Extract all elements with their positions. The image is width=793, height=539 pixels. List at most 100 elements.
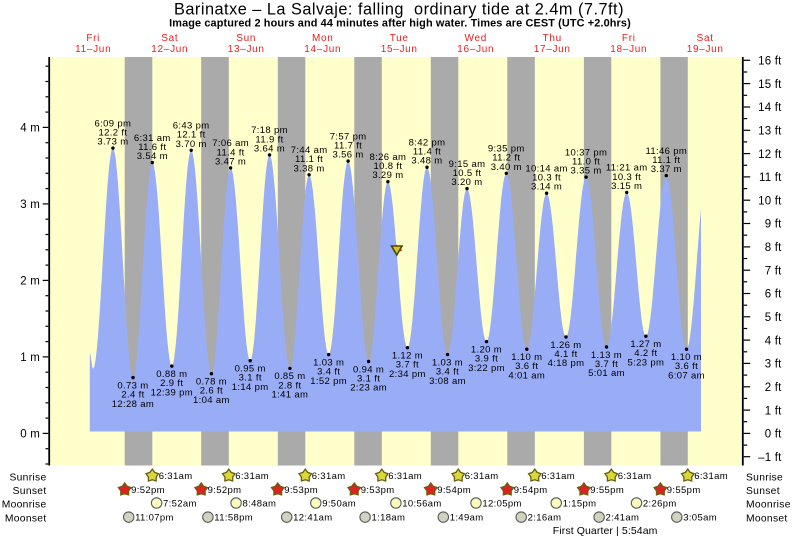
svg-text:13 ft: 13 ft (758, 126, 782, 138)
svg-text:19–Jun: 19–Jun (687, 44, 724, 55)
svg-text:1:52 pm: 1:52 pm (310, 376, 347, 387)
svg-text:Barinatxe – La Salvaje: fallin: Barinatxe – La Salvaje: falling ordinary… (174, 0, 624, 18)
svg-text:3.35 m: 3.35 m (571, 166, 602, 177)
svg-text:First Quarter | 5:54am: First Quarter | 5:54am (553, 525, 658, 537)
svg-text:3:22 pm: 3:22 pm (468, 363, 505, 374)
svg-text:11.6 ft: 11.6 ft (138, 142, 166, 153)
svg-text:4 m: 4 m (20, 123, 40, 135)
svg-text:Fri: Fri (86, 33, 100, 44)
svg-text:11:58pm: 11:58pm (214, 513, 253, 524)
svg-text:1:18am: 1:18am (372, 513, 406, 524)
svg-text:9:50am: 9:50am (322, 498, 356, 509)
svg-text:4.1 ft: 4.1 ft (554, 349, 577, 360)
svg-text:14 ft: 14 ft (758, 102, 782, 114)
svg-text:3.64 m: 3.64 m (254, 143, 285, 154)
svg-text:3.7 ft: 3.7 ft (595, 359, 618, 370)
svg-text:10.3 ft: 10.3 ft (612, 172, 641, 183)
svg-text:3 m: 3 m (20, 199, 40, 211)
svg-text:5:01 am: 5:01 am (588, 368, 625, 379)
svg-text:6:31 am: 6:31 am (134, 133, 171, 144)
svg-text:Tue: Tue (390, 33, 409, 44)
svg-text:15 ft: 15 ft (758, 79, 782, 91)
svg-text:3.6 ft: 3.6 ft (675, 361, 698, 372)
svg-text:6:31am: 6:31am (618, 471, 652, 482)
svg-text:3.29 m: 3.29 m (372, 170, 403, 181)
svg-text:9:54pm: 9:54pm (437, 485, 471, 496)
svg-text:Moonrise: Moonrise (2, 500, 47, 511)
svg-text:1.26 m: 1.26 m (550, 340, 581, 351)
svg-text:8 ft: 8 ft (765, 242, 782, 254)
svg-text:9:15 am: 9:15 am (449, 159, 486, 170)
svg-text:9:54pm: 9:54pm (514, 485, 548, 496)
svg-text:1:15pm: 1:15pm (563, 498, 597, 509)
svg-text:11.7 ft: 11.7 ft (334, 141, 362, 152)
svg-text:Sun: Sun (236, 33, 256, 44)
svg-text:12:41am: 12:41am (293, 513, 332, 524)
svg-text:6:31am: 6:31am (694, 471, 728, 482)
svg-text:12:28 am: 12:28 am (112, 399, 154, 410)
svg-text:11:46 pm: 11:46 pm (645, 146, 687, 157)
svg-text:2 m: 2 m (20, 276, 40, 288)
svg-text:6:07 am: 6:07 am (668, 370, 705, 381)
svg-text:6:31am: 6:31am (541, 471, 575, 482)
svg-text:12.2 ft: 12.2 ft (98, 128, 127, 139)
svg-text:3:08 am: 3:08 am (429, 376, 466, 387)
svg-text:Sunset: Sunset (13, 486, 47, 497)
svg-text:Sat: Sat (697, 33, 714, 44)
svg-text:9:35 pm: 9:35 pm (488, 144, 525, 155)
svg-text:11.1 ft: 11.1 ft (652, 155, 680, 166)
svg-text:Sunrise: Sunrise (746, 472, 783, 483)
svg-text:3.7 ft: 3.7 ft (396, 360, 419, 371)
svg-text:6:31am: 6:31am (465, 471, 499, 482)
svg-text:3.40 m: 3.40 m (491, 162, 522, 173)
svg-text:3.54 m: 3.54 m (137, 151, 168, 162)
svg-text:11.9 ft: 11.9 ft (255, 134, 283, 145)
svg-text:8:42 pm: 8:42 pm (409, 138, 446, 149)
svg-text:17–Jun: 17–Jun (534, 44, 571, 55)
svg-text:1.10 m: 1.10 m (511, 352, 542, 363)
svg-text:1.13 m: 1.13 m (591, 350, 622, 361)
svg-text:11.0 ft: 11.0 ft (572, 157, 600, 168)
svg-text:2.4 ft: 2.4 ft (121, 390, 144, 401)
svg-text:6:31am: 6:31am (235, 471, 269, 482)
svg-text:1.03 m: 1.03 m (313, 357, 344, 368)
svg-text:4 ft: 4 ft (765, 335, 782, 347)
svg-text:9:52pm: 9:52pm (131, 485, 165, 496)
svg-text:3.9 ft: 3.9 ft (475, 354, 498, 365)
svg-text:0 m: 0 m (20, 429, 40, 441)
svg-text:0.94 m: 0.94 m (353, 364, 384, 375)
svg-text:11.4 ft: 11.4 ft (413, 147, 441, 158)
svg-text:Mon: Mon (312, 33, 334, 44)
svg-text:3.20 m: 3.20 m (451, 177, 482, 188)
svg-text:18–Jun: 18–Jun (610, 44, 647, 55)
svg-text:1:41 am: 1:41 am (272, 390, 309, 401)
svg-text:2.8 ft: 2.8 ft (278, 380, 301, 391)
svg-text:Moonset: Moonset (5, 514, 47, 525)
svg-text:3:05am: 3:05am (683, 513, 717, 524)
svg-text:13–Jun: 13–Jun (228, 44, 265, 55)
svg-text:2:34 pm: 2:34 pm (389, 369, 426, 380)
svg-text:Image captured 2 hours and 44: Image captured 2 hours and 44 minutes af… (169, 18, 631, 30)
svg-text:11 ft: 11 ft (759, 172, 782, 184)
svg-text:1:49am: 1:49am (450, 513, 484, 524)
svg-text:0.95 m: 0.95 m (235, 364, 266, 375)
svg-text:0.88 m: 0.88 m (156, 369, 187, 380)
svg-text:2:26pm: 2:26pm (643, 498, 677, 509)
svg-text:1 ft: 1 ft (765, 405, 782, 417)
svg-text:2 ft: 2 ft (765, 382, 782, 394)
svg-text:7:06 am: 7:06 am (212, 138, 249, 149)
svg-text:9:53pm: 9:53pm (361, 485, 395, 496)
svg-text:Sunset: Sunset (746, 486, 780, 497)
svg-text:10:56am: 10:56am (402, 498, 441, 509)
svg-text:12:39 pm: 12:39 pm (151, 387, 193, 398)
svg-text:6:09 pm: 6:09 pm (95, 118, 132, 129)
svg-text:1.10 m: 1.10 m (671, 352, 702, 363)
svg-text:10 ft: 10 ft (758, 195, 782, 207)
svg-text:5:23 pm: 5:23 pm (628, 357, 665, 368)
svg-text:3.56 m: 3.56 m (333, 150, 364, 161)
svg-text:12 ft: 12 ft (758, 149, 782, 161)
svg-text:10:14 am: 10:14 am (525, 164, 567, 175)
svg-text:3.6 ft: 3.6 ft (515, 361, 538, 372)
svg-text:1:04 am: 1:04 am (193, 395, 230, 406)
svg-text:1.03 m: 1.03 m (432, 357, 463, 368)
